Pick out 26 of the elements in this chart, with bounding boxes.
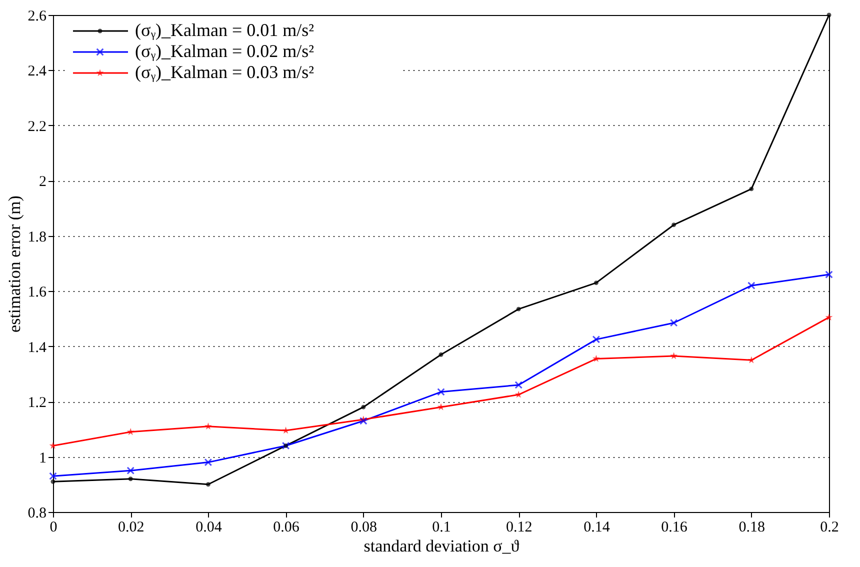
legend-label: (σᵧ)_Kalman = 0.02 m/s² <box>135 41 314 61</box>
y-tick-label: 2.4 <box>28 64 47 80</box>
y-tick-label: 1.8 <box>28 229 46 246</box>
x-tick-label: 0.18 <box>738 520 766 536</box>
x-axis-title: standard deviation σ_ϑ <box>364 536 520 556</box>
x-tick-label: 0.06 <box>273 520 300 536</box>
y-tick-label: 1.4 <box>28 340 47 356</box>
y-tick-label: 2.6 <box>28 8 47 24</box>
x-tick-label: 0.1 <box>432 520 451 536</box>
y-tick-label: 1.6 <box>28 284 47 301</box>
legend-label: (σᵧ)_Kalman = 0.03 m/s² <box>135 62 314 82</box>
x-tick-label: 0.02 <box>118 520 144 536</box>
x-tick-label: 0.2 <box>820 520 839 536</box>
x-tick-label: 0.04 <box>196 520 222 536</box>
y-tick-label: 2 <box>39 174 46 190</box>
y-tick-label: 0.8 <box>28 506 46 522</box>
y-tick-label: 1 <box>39 450 46 466</box>
x-tick-label: 0.14 <box>584 520 610 536</box>
y-axis-title: estimation error (m) <box>4 196 24 332</box>
x-tick-label: 0.12 <box>506 520 532 536</box>
y-tick-label: 1.2 <box>28 395 46 412</box>
legend-label: (σᵧ)_Kalman = 0.01 m/s² <box>135 20 314 40</box>
y-tick-label: 2.2 <box>28 118 46 135</box>
x-tick-label: 0.16 <box>661 520 688 536</box>
x-tick-label: 0.08 <box>350 520 378 536</box>
x-tick-label: 0 <box>50 520 58 536</box>
